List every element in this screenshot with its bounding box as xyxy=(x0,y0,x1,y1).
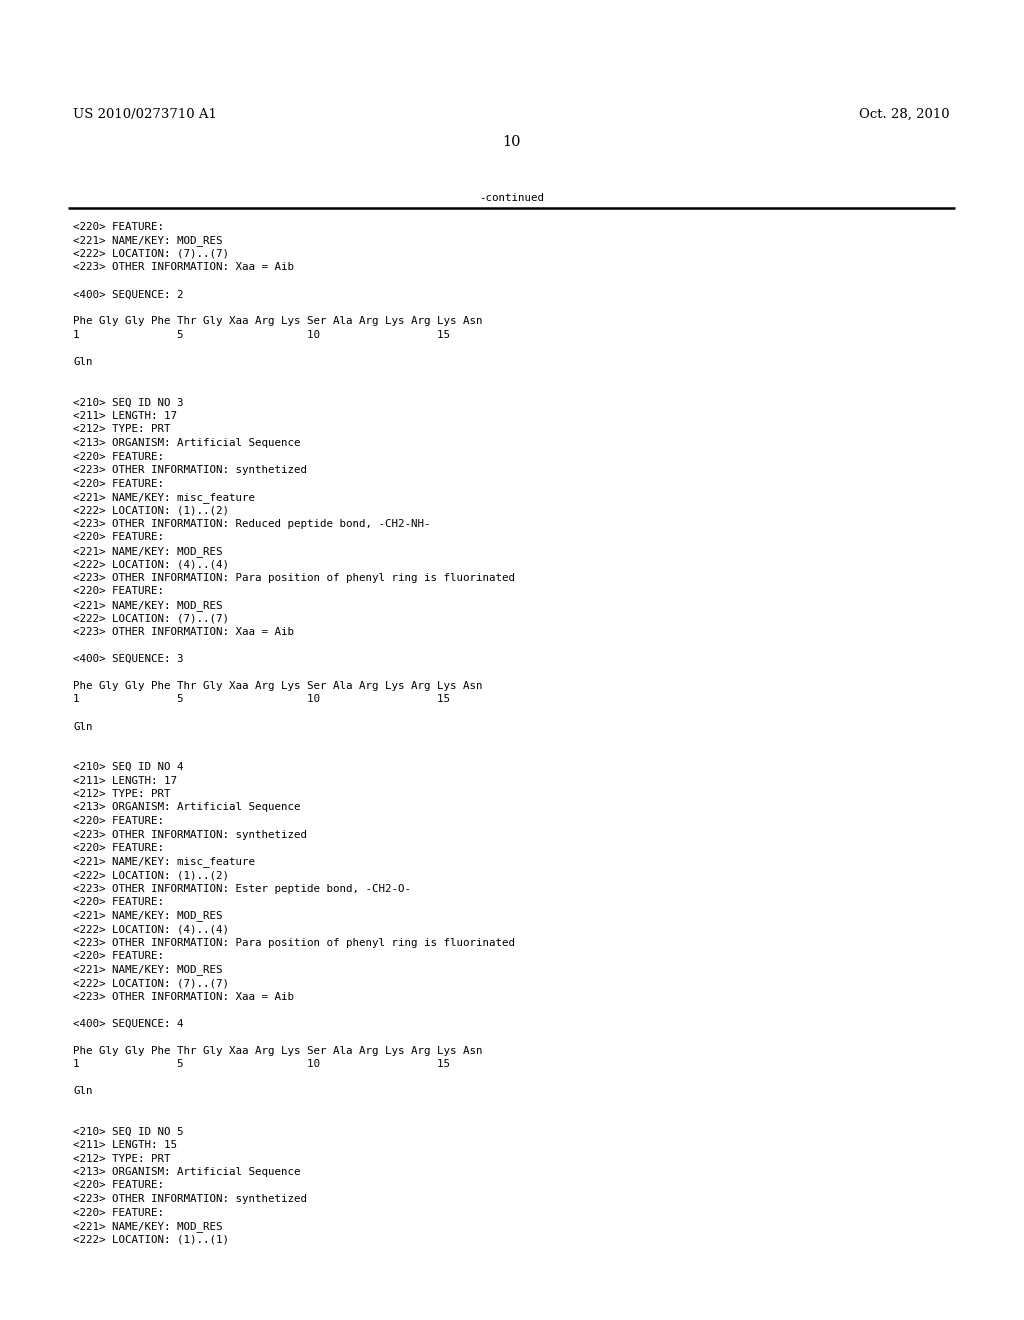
Text: <220> FEATURE:: <220> FEATURE: xyxy=(73,816,164,826)
Text: Gln: Gln xyxy=(73,722,92,731)
Text: <400> SEQUENCE: 4: <400> SEQUENCE: 4 xyxy=(73,1019,183,1028)
Text: Oct. 28, 2010: Oct. 28, 2010 xyxy=(859,108,950,121)
Text: <222> LOCATION: (7)..(7): <222> LOCATION: (7)..(7) xyxy=(73,249,229,259)
Text: <210> SEQ ID NO 3: <210> SEQ ID NO 3 xyxy=(73,397,183,408)
Text: <221> NAME/KEY: MOD_RES: <221> NAME/KEY: MOD_RES xyxy=(73,1221,222,1232)
Text: <222> LOCATION: (1)..(1): <222> LOCATION: (1)..(1) xyxy=(73,1234,229,1245)
Text: <223> OTHER INFORMATION: Xaa = Aib: <223> OTHER INFORMATION: Xaa = Aib xyxy=(73,991,294,1002)
Text: <223> OTHER INFORMATION: Xaa = Aib: <223> OTHER INFORMATION: Xaa = Aib xyxy=(73,627,294,638)
Text: <222> LOCATION: (7)..(7): <222> LOCATION: (7)..(7) xyxy=(73,614,229,623)
Text: <220> FEATURE:: <220> FEATURE: xyxy=(73,898,164,907)
Text: <212> TYPE: PRT: <212> TYPE: PRT xyxy=(73,425,171,434)
Text: <223> OTHER INFORMATION: synthetized: <223> OTHER INFORMATION: synthetized xyxy=(73,829,307,840)
Text: <212> TYPE: PRT: <212> TYPE: PRT xyxy=(73,1154,171,1163)
Text: <213> ORGANISM: Artificial Sequence: <213> ORGANISM: Artificial Sequence xyxy=(73,1167,300,1177)
Text: <213> ORGANISM: Artificial Sequence: <213> ORGANISM: Artificial Sequence xyxy=(73,803,300,813)
Text: 10: 10 xyxy=(503,135,521,149)
Text: <213> ORGANISM: Artificial Sequence: <213> ORGANISM: Artificial Sequence xyxy=(73,438,300,447)
Text: <220> FEATURE:: <220> FEATURE: xyxy=(73,950,164,961)
Text: <223> OTHER INFORMATION: Para position of phenyl ring is fluorinated: <223> OTHER INFORMATION: Para position o… xyxy=(73,573,515,583)
Text: <220> FEATURE:: <220> FEATURE: xyxy=(73,586,164,597)
Text: <222> LOCATION: (4)..(4): <222> LOCATION: (4)..(4) xyxy=(73,924,229,935)
Text: <221> NAME/KEY: misc_feature: <221> NAME/KEY: misc_feature xyxy=(73,857,255,867)
Text: Gln: Gln xyxy=(73,1086,92,1096)
Text: <221> NAME/KEY: MOD_RES: <221> NAME/KEY: MOD_RES xyxy=(73,546,222,557)
Text: <211> LENGTH: 17: <211> LENGTH: 17 xyxy=(73,411,177,421)
Text: <223> OTHER INFORMATION: Xaa = Aib: <223> OTHER INFORMATION: Xaa = Aib xyxy=(73,263,294,272)
Text: <220> FEATURE:: <220> FEATURE: xyxy=(73,843,164,853)
Text: <220> FEATURE:: <220> FEATURE: xyxy=(73,1208,164,1217)
Text: 1               5                   10                  15: 1 5 10 15 xyxy=(73,330,450,341)
Text: <210> SEQ ID NO 4: <210> SEQ ID NO 4 xyxy=(73,762,183,772)
Text: <210> SEQ ID NO 5: <210> SEQ ID NO 5 xyxy=(73,1126,183,1137)
Text: <211> LENGTH: 15: <211> LENGTH: 15 xyxy=(73,1140,177,1150)
Text: <223> OTHER INFORMATION: Ester peptide bond, -CH2-O-: <223> OTHER INFORMATION: Ester peptide b… xyxy=(73,883,411,894)
Text: <221> NAME/KEY: MOD_RES: <221> NAME/KEY: MOD_RES xyxy=(73,965,222,975)
Text: <211> LENGTH: 17: <211> LENGTH: 17 xyxy=(73,776,177,785)
Text: <222> LOCATION: (1)..(2): <222> LOCATION: (1)..(2) xyxy=(73,870,229,880)
Text: Phe Gly Gly Phe Thr Gly Xaa Arg Lys Ser Ala Arg Lys Arg Lys Asn: Phe Gly Gly Phe Thr Gly Xaa Arg Lys Ser … xyxy=(73,317,482,326)
Text: Phe Gly Gly Phe Thr Gly Xaa Arg Lys Ser Ala Arg Lys Arg Lys Asn: Phe Gly Gly Phe Thr Gly Xaa Arg Lys Ser … xyxy=(73,1045,482,1056)
Text: <221> NAME/KEY: MOD_RES: <221> NAME/KEY: MOD_RES xyxy=(73,235,222,247)
Text: <222> LOCATION: (1)..(2): <222> LOCATION: (1)..(2) xyxy=(73,506,229,516)
Text: 1               5                   10                  15: 1 5 10 15 xyxy=(73,694,450,705)
Text: <221> NAME/KEY: MOD_RES: <221> NAME/KEY: MOD_RES xyxy=(73,911,222,921)
Text: -continued: -continued xyxy=(479,193,545,203)
Text: <220> FEATURE:: <220> FEATURE: xyxy=(73,451,164,462)
Text: <400> SEQUENCE: 2: <400> SEQUENCE: 2 xyxy=(73,289,183,300)
Text: Gln: Gln xyxy=(73,356,92,367)
Text: <223> OTHER INFORMATION: Para position of phenyl ring is fluorinated: <223> OTHER INFORMATION: Para position o… xyxy=(73,937,515,948)
Text: <220> FEATURE:: <220> FEATURE: xyxy=(73,479,164,488)
Text: <220> FEATURE:: <220> FEATURE: xyxy=(73,532,164,543)
Text: <221> NAME/KEY: misc_feature: <221> NAME/KEY: misc_feature xyxy=(73,492,255,503)
Text: <223> OTHER INFORMATION: Reduced peptide bond, -CH2-NH-: <223> OTHER INFORMATION: Reduced peptide… xyxy=(73,519,430,529)
Text: 1               5                   10                  15: 1 5 10 15 xyxy=(73,1059,450,1069)
Text: <223> OTHER INFORMATION: synthetized: <223> OTHER INFORMATION: synthetized xyxy=(73,465,307,475)
Text: <220> FEATURE:: <220> FEATURE: xyxy=(73,222,164,232)
Text: <221> NAME/KEY: MOD_RES: <221> NAME/KEY: MOD_RES xyxy=(73,601,222,611)
Text: <223> OTHER INFORMATION: synthetized: <223> OTHER INFORMATION: synthetized xyxy=(73,1195,307,1204)
Text: <220> FEATURE:: <220> FEATURE: xyxy=(73,1180,164,1191)
Text: <400> SEQUENCE: 3: <400> SEQUENCE: 3 xyxy=(73,653,183,664)
Text: <212> TYPE: PRT: <212> TYPE: PRT xyxy=(73,789,171,799)
Text: <222> LOCATION: (4)..(4): <222> LOCATION: (4)..(4) xyxy=(73,560,229,569)
Text: US 2010/0273710 A1: US 2010/0273710 A1 xyxy=(73,108,217,121)
Text: Phe Gly Gly Phe Thr Gly Xaa Arg Lys Ser Ala Arg Lys Arg Lys Asn: Phe Gly Gly Phe Thr Gly Xaa Arg Lys Ser … xyxy=(73,681,482,690)
Text: <222> LOCATION: (7)..(7): <222> LOCATION: (7)..(7) xyxy=(73,978,229,987)
